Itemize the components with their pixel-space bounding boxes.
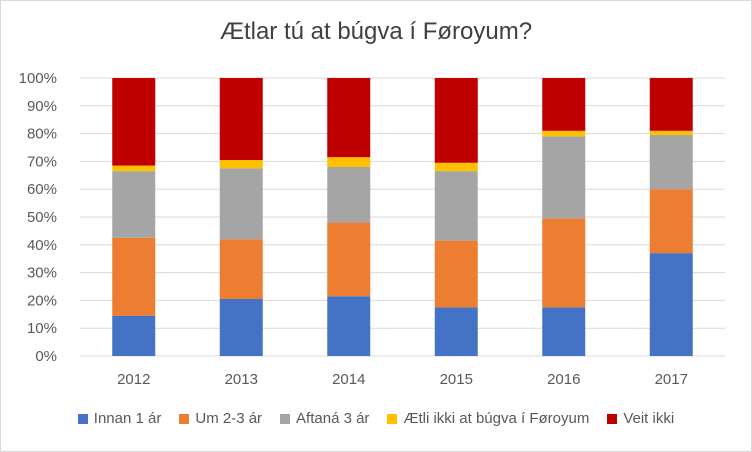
bar-segment bbox=[219, 168, 263, 240]
bar-segment bbox=[112, 78, 156, 166]
legend-label: Veit ikki bbox=[623, 410, 675, 427]
legend-swatch bbox=[607, 413, 618, 424]
legend-item: Um 2-3 ár bbox=[179, 410, 262, 427]
bar-segment bbox=[542, 307, 586, 356]
bar-segment bbox=[219, 160, 263, 169]
bar-segment bbox=[434, 171, 478, 241]
legend-label: Innan 1 ár bbox=[93, 410, 162, 427]
y-tick-label: 100% bbox=[19, 70, 57, 87]
x-tick-label: 2016 bbox=[547, 371, 580, 388]
y-tick-label: 10% bbox=[27, 320, 57, 337]
bar-segment bbox=[112, 171, 156, 238]
bar-segment bbox=[112, 237, 156, 316]
bar-segment bbox=[542, 78, 586, 131]
legend-label: Um 2-3 ár bbox=[195, 410, 263, 427]
bar-segment bbox=[112, 315, 156, 356]
x-tick-label: 2013 bbox=[225, 371, 258, 388]
bar-segment bbox=[649, 78, 693, 131]
y-tick-label: 20% bbox=[27, 292, 57, 309]
bar-segment bbox=[327, 222, 371, 297]
y-tick-label: 90% bbox=[27, 98, 57, 115]
x-tick-label: 2015 bbox=[440, 371, 473, 388]
bar-segment bbox=[434, 307, 478, 356]
bar-segment bbox=[327, 157, 371, 167]
bar-segment bbox=[434, 78, 478, 163]
chart-legend: Innan 1 ár Um 2-3 ár Aftaná 3 ár Ætli ikki … bbox=[0, 410, 752, 427]
legend-swatch bbox=[179, 413, 190, 424]
bar-segment bbox=[219, 78, 263, 161]
bar-segment bbox=[327, 166, 371, 223]
bar-segment bbox=[219, 239, 263, 300]
y-tick-label: 40% bbox=[27, 237, 57, 254]
bar-segment bbox=[434, 240, 478, 308]
x-tick-label: 2012 bbox=[117, 371, 150, 388]
legend-swatch bbox=[387, 413, 398, 424]
bar-segment bbox=[542, 136, 586, 219]
bar-segment bbox=[649, 130, 693, 135]
y-tick-label: 30% bbox=[27, 265, 57, 282]
bar-segment bbox=[649, 134, 693, 190]
legend-item: Veit ikki bbox=[607, 410, 674, 427]
bar-segment bbox=[434, 162, 478, 172]
y-tick-label: 80% bbox=[27, 126, 57, 143]
legend-item: Innan 1 ár bbox=[77, 410, 162, 427]
legend-swatch bbox=[280, 413, 291, 424]
bar-segment bbox=[327, 78, 371, 158]
y-tick-label: 50% bbox=[27, 209, 57, 226]
legend-label: Ætli ikki at búgva í Føroyum bbox=[403, 410, 590, 427]
y-tick-label: 60% bbox=[27, 181, 57, 198]
bar-segment bbox=[219, 299, 263, 356]
bar-segment bbox=[542, 218, 586, 308]
bar-segment bbox=[327, 296, 371, 356]
chart-title: Ætlar tú at búgva í Føroyum? bbox=[219, 18, 533, 45]
y-tick-label: 0% bbox=[35, 348, 57, 365]
bar-segment bbox=[542, 130, 586, 137]
legend-item: Aftaná 3 ár bbox=[280, 410, 369, 427]
bar-segment bbox=[649, 253, 693, 356]
legend-item: Ætli ikki at búgva í Føroyum bbox=[387, 410, 589, 427]
legend-label: Aftaná 3 ár bbox=[296, 410, 370, 427]
legend-swatch bbox=[77, 413, 88, 424]
x-tick-label: 2014 bbox=[332, 371, 365, 388]
bar-segment bbox=[649, 189, 693, 254]
y-tick-label: 70% bbox=[27, 153, 57, 170]
x-tick-label: 2017 bbox=[655, 371, 688, 388]
bar-segment bbox=[112, 165, 156, 172]
